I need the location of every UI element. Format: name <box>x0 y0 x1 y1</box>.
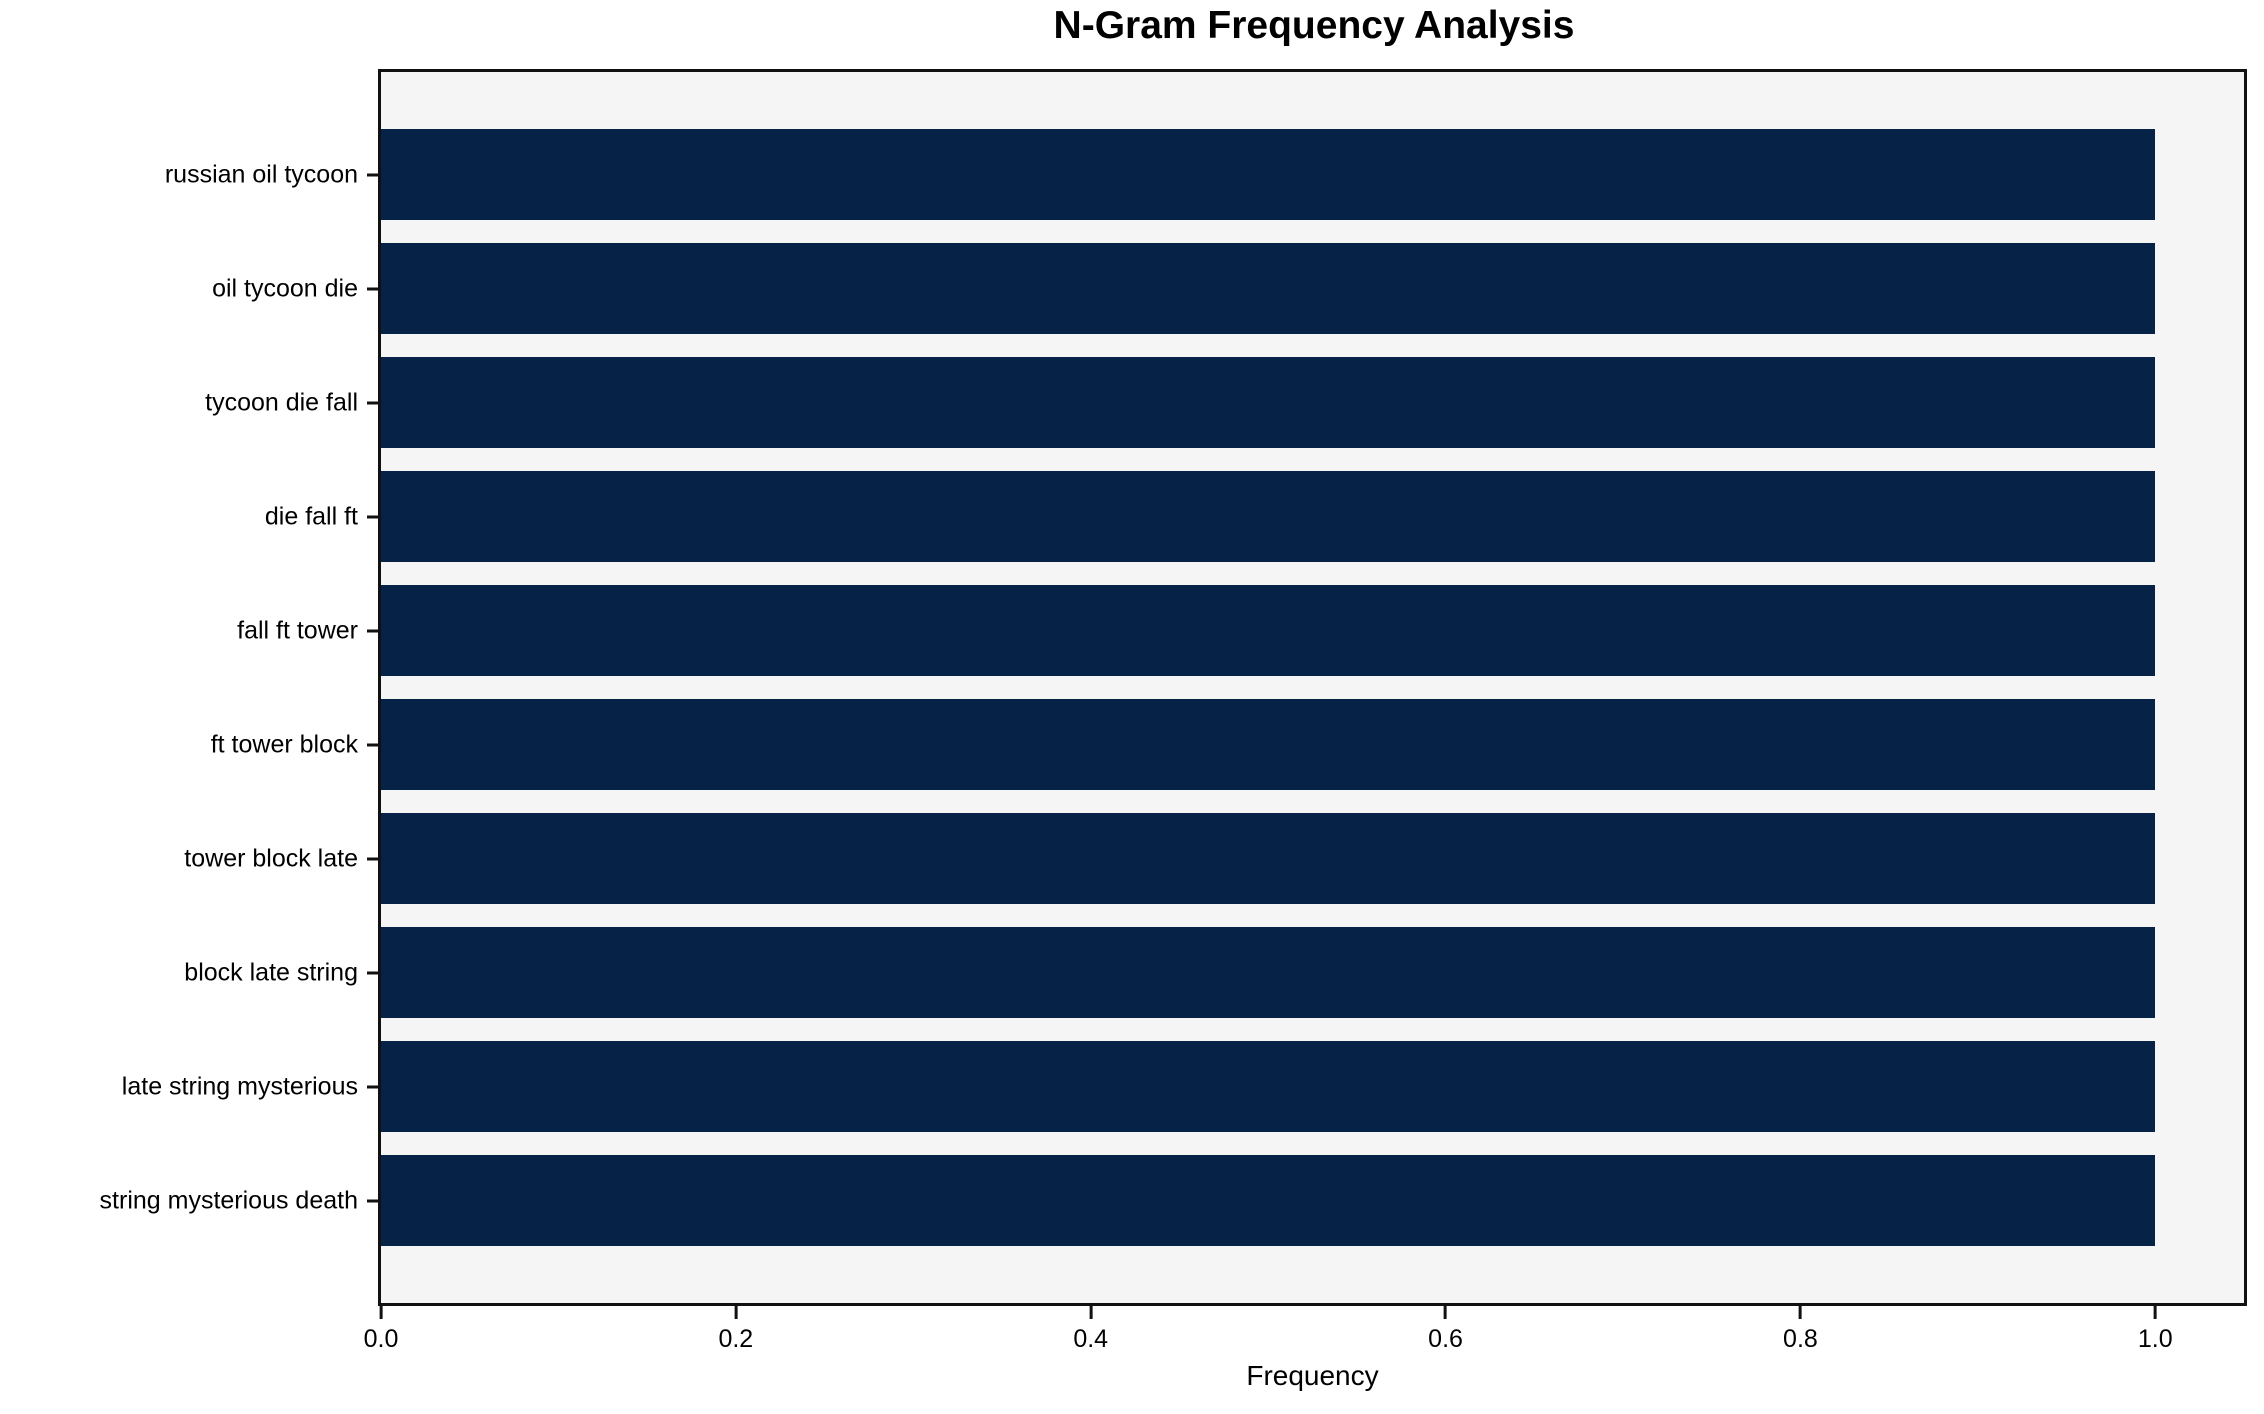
x-tick-mark <box>1089 1306 1093 1319</box>
x-tick: 1.0 <box>2138 1306 2173 1354</box>
y-tick-row: tycoon die fall <box>205 388 381 417</box>
x-axis-label: Frequency <box>1246 1360 1379 1391</box>
y-tick-mark <box>367 971 381 974</box>
x-tick-label: 0.4 <box>1073 1325 1109 1353</box>
y-axis: russian oil tycoon oil tycoon die tycoon d… <box>0 72 381 1303</box>
y-tick-label: late string mysterious <box>121 1072 358 1100</box>
x-tick: 0.8 <box>1783 1306 1818 1354</box>
bar <box>381 699 2156 790</box>
x-tick: 0.2 <box>718 1306 753 1354</box>
x-tick: 0.4 <box>1073 1306 1108 1354</box>
y-tick-mark <box>367 401 381 404</box>
y-tick-mark <box>367 287 381 290</box>
y-tick-row: late string mysterious <box>122 1072 381 1101</box>
y-tick-mark <box>367 1199 381 1202</box>
y-tick-row: tower block late <box>184 844 381 873</box>
y-tick-mark <box>367 857 381 860</box>
y-tick-label: fall ft tower <box>237 616 358 644</box>
bar <box>381 243 2156 334</box>
y-tick-label: die fall ft <box>264 502 358 530</box>
bar <box>381 1041 2156 1132</box>
x-tick-mark <box>2153 1306 2157 1319</box>
y-tick-label: tycoon die fall <box>205 388 358 416</box>
y-tick-row: die fall ft <box>265 502 381 531</box>
bar <box>381 1155 2156 1246</box>
x-tick-mark <box>1798 1306 1802 1319</box>
y-tick-label: string mysterious death <box>99 1186 358 1214</box>
x-tick-label: 0.6 <box>1428 1325 1463 1353</box>
x-tick-mark <box>379 1306 383 1319</box>
y-tick-row: russian oil tycoon <box>165 160 381 189</box>
x-tick-label: 0.0 <box>363 1325 399 1353</box>
y-tick-label: block late string <box>184 958 358 986</box>
x-tick-mark <box>1444 1306 1448 1319</box>
y-tick-row: fall ft tower <box>237 616 381 645</box>
y-tick-mark <box>367 173 381 176</box>
x-tick-label: 1.0 <box>2137 1325 2173 1353</box>
bar <box>381 357 2156 448</box>
chart-title: N-Gram Frequency Analysis <box>1053 4 1575 47</box>
x-tick: 0.0 <box>363 1306 399 1354</box>
y-tick-label: ft tower block <box>210 730 358 758</box>
x-tick-label: 0.8 <box>1783 1325 1818 1353</box>
y-tick-label: oil tycoon die <box>212 274 358 302</box>
x-tick-mark <box>734 1306 738 1319</box>
y-tick-row: ft tower block <box>211 730 381 759</box>
y-tick-mark <box>367 743 381 746</box>
y-tick-mark <box>367 515 381 518</box>
plot-area <box>378 69 2247 1306</box>
bar <box>381 585 2156 676</box>
y-tick-mark <box>367 629 381 632</box>
bar <box>381 813 2156 904</box>
x-axis: 0.0 0.2 0.4 0.6 0.8 1.0 <box>364 1306 2244 1376</box>
y-tick-label: russian oil tycoon <box>164 160 358 188</box>
y-tick-label: tower block late <box>184 844 358 872</box>
bar <box>381 927 2156 1018</box>
x-tick-label: 0.2 <box>718 1325 754 1353</box>
y-tick-row: oil tycoon die <box>212 274 381 303</box>
y-tick-row: string mysterious death <box>100 1186 381 1215</box>
y-tick-row: block late string <box>184 958 381 987</box>
x-tick: 0.6 <box>1428 1306 1463 1354</box>
bar <box>381 129 2156 220</box>
y-tick-mark <box>367 1085 381 1088</box>
bar <box>381 471 2156 562</box>
